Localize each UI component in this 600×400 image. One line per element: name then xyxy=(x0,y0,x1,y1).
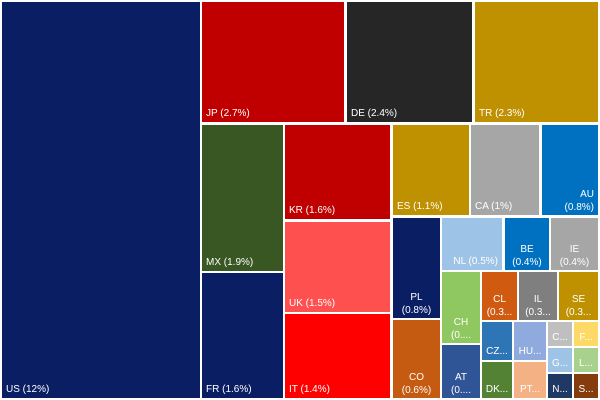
tile-fr xyxy=(202,273,283,398)
tile-label-nl: NL (0.5%) xyxy=(453,256,498,267)
tile-kr xyxy=(285,125,390,219)
tile-ca xyxy=(471,125,539,215)
tile-ie xyxy=(551,218,598,270)
tile-be xyxy=(505,218,549,270)
tile-it xyxy=(285,314,390,398)
tile-label-f: F... xyxy=(579,332,592,343)
tile-label-pl: PL (0.8%) xyxy=(402,292,431,316)
tile-au xyxy=(542,125,598,215)
tile-n xyxy=(548,374,572,398)
tile-hu xyxy=(514,322,546,360)
tile-label-l: L... xyxy=(579,358,593,369)
tile-label-c: C... xyxy=(552,332,568,343)
tile-label-n: N... xyxy=(552,384,568,395)
tile-label-se: SE (0.3... xyxy=(566,294,592,318)
tile-label-be: BE (0.4%) xyxy=(512,244,541,268)
tile-label-g: G... xyxy=(552,358,568,369)
tile-nl xyxy=(442,218,502,270)
tile-dk xyxy=(482,362,512,398)
tile-at xyxy=(442,345,480,398)
tile-g xyxy=(548,348,572,372)
tile-es xyxy=(393,125,469,215)
tile-label-au: AU (0.8%) xyxy=(565,189,594,213)
tile-pt xyxy=(514,362,546,398)
tile-label-ch: CH (0.... xyxy=(451,317,471,341)
tile-label-ie: IE (0.4%) xyxy=(560,244,589,268)
tile-jp xyxy=(202,2,344,122)
tile-label-it: IT (1.4%) xyxy=(289,384,330,395)
tile-f xyxy=(574,322,598,346)
tile-label-es: ES (1.1%) xyxy=(397,201,443,212)
tile-label-pt: PT... xyxy=(520,384,540,395)
tile-se xyxy=(559,272,598,320)
tile-label-fr: FR (1.6%) xyxy=(206,384,252,395)
tile-l xyxy=(574,348,598,372)
tile-uk xyxy=(285,222,390,312)
tile-pl xyxy=(393,218,440,318)
tile-label-tr: TR (2.3%) xyxy=(479,108,525,119)
tile-label-kr: KR (1.6%) xyxy=(289,205,335,216)
tile-cl xyxy=(482,272,517,320)
tile-ch xyxy=(442,272,480,343)
tile-label-at: AT (0.... xyxy=(451,372,471,396)
tile-label-il: IL (0.3... xyxy=(525,294,551,318)
tile-cz xyxy=(482,322,512,360)
tile-tr xyxy=(475,2,598,122)
tile-s xyxy=(574,374,598,398)
tile-label-cz: CZ... xyxy=(486,346,508,357)
tile-mx xyxy=(202,125,283,271)
tile-label-mx: MX (1.9%) xyxy=(206,257,253,268)
tile-label-co: CO (0.6%) xyxy=(402,372,431,396)
tile-c xyxy=(548,322,572,346)
tile-de xyxy=(347,2,472,122)
tile-us xyxy=(2,2,200,398)
tile-label-hu: HU... xyxy=(519,346,542,357)
tile-label-de: DE (2.4%) xyxy=(351,108,397,119)
tile-co xyxy=(393,320,440,398)
tile-label-cl: CL (0.3... xyxy=(487,294,513,318)
tile-label-us: US (12%) xyxy=(6,384,49,395)
tile-label-dk: DK... xyxy=(486,384,508,395)
tile-label-uk: UK (1.5%) xyxy=(289,298,335,309)
tile-label-s: S... xyxy=(578,384,593,395)
tile-label-jp: JP (2.7%) xyxy=(206,108,250,119)
tile-il xyxy=(519,272,557,320)
tile-label-ca: CA (1%) xyxy=(475,201,512,212)
